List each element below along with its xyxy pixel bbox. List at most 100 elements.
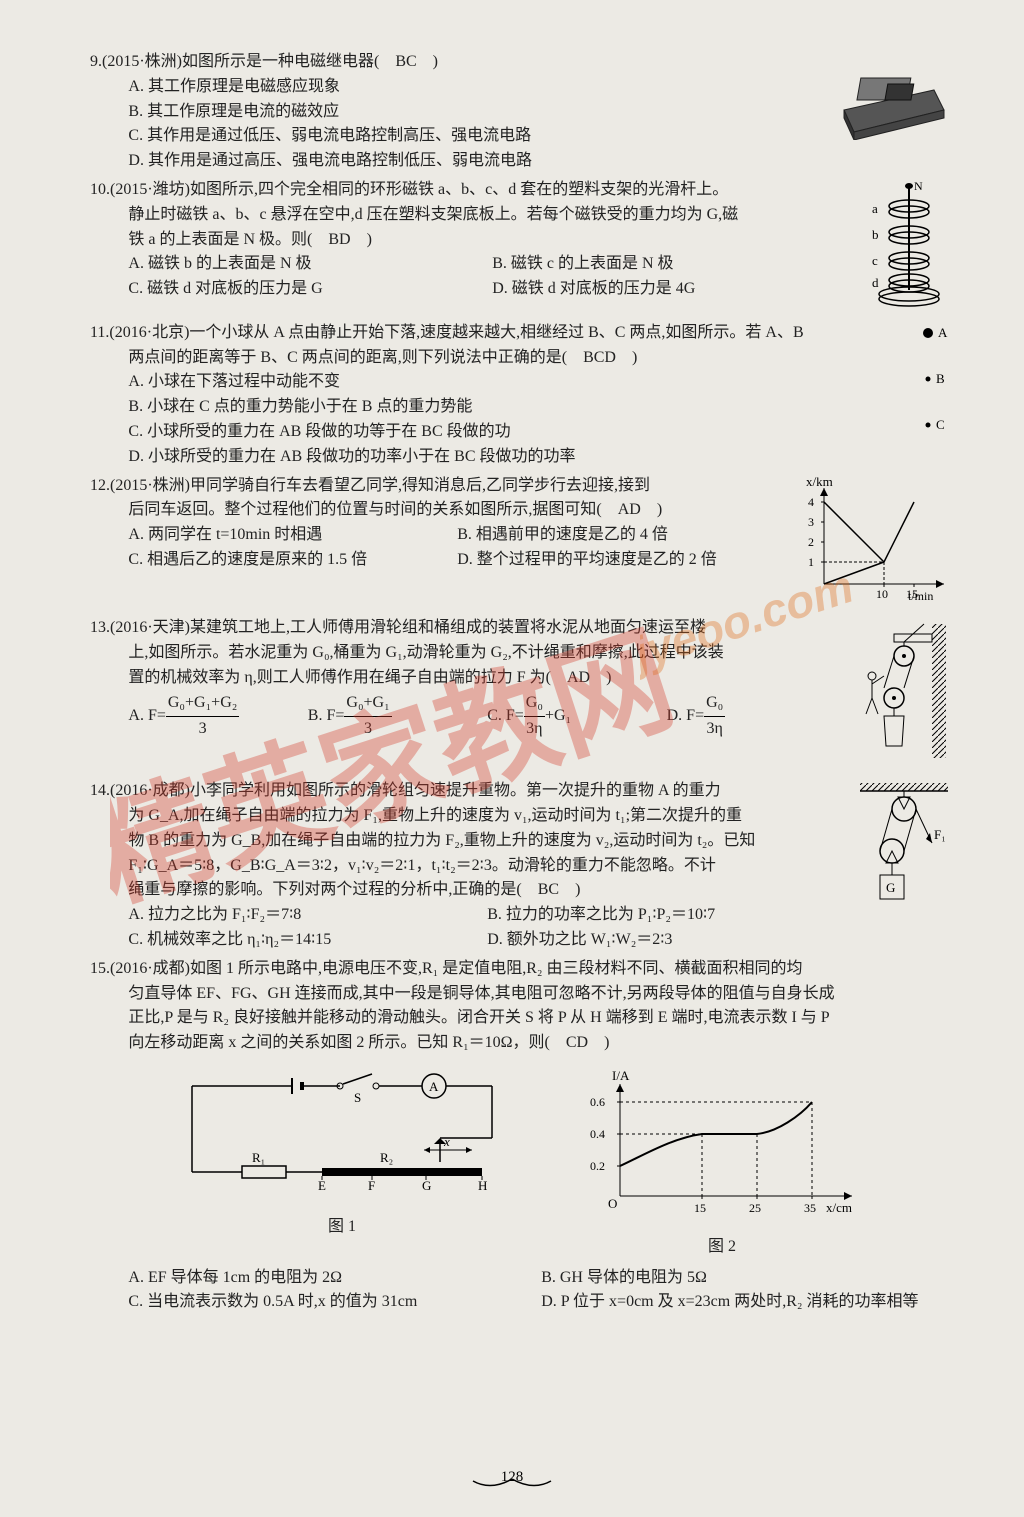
q11-stem-l1: 11.(2016·北京)一个小球从 A 点由静止开始下落,速度越来越大,相继经过… <box>90 321 906 346</box>
q12-stem-l2: 后同车返回。整个过程他们的位置与时间的关系如图所示,据图可知( AD ) <box>90 498 786 523</box>
q10-optC: C. 磁铁 d 对底板的压力是 G <box>128 277 492 302</box>
q10-figure: N a b c d <box>864 178 954 317</box>
q15-l2: 匀直导体 EF、FG、GH 连接而成,其中一段是铜导体,其电阻可忽略不计,另两段… <box>90 982 954 1007</box>
svg-text:128: 128 <box>501 1469 524 1485</box>
q13-figure <box>854 616 954 775</box>
q11-optA: A. 小球在下落过程中动能不变 <box>90 370 906 395</box>
q13-options: A. F=G₀+G₁+G₂3 B. F=G₀+G₁3 C. F=G₀3η+G₁ … <box>90 691 846 742</box>
q11-stem-l2: 两点间的距离等于 B、C 两点间的距离,则下列说法中正确的是( BCD ) <box>90 346 906 371</box>
q15-fig1-caption: 图 1 <box>172 1215 512 1240</box>
svg-text:1: 1 <box>808 555 814 569</box>
q14-l1: 14.(2016·成都)小李同学利用如图所示的滑轮组匀速提升重物。第一次提升的重… <box>90 779 846 804</box>
svg-text:25: 25 <box>749 1201 761 1215</box>
q10-stem-l2: 静止时磁铁 a、b、c 悬浮在空中,d 压在塑料支架底板上。若每个磁铁受的重力均… <box>90 203 856 228</box>
q14-l5: 绳重与摩擦的影响。下列对两个过程的分析中,正确的是( BC ) <box>90 878 846 903</box>
q13-stem-l3: 置的机械效率为 η,则工人师傅作用在绳子自由端的拉力 F 为( AD ) <box>90 666 846 691</box>
svg-text:B: B <box>936 371 945 386</box>
svg-text:35: 35 <box>804 1201 816 1215</box>
q13-stem-l1: 13.(2016·天津)某建筑工地上,工人师傅用滑轮组和桶组成的装置将水泥从地面… <box>90 616 846 641</box>
q14-l3: 物 B 的重力为 G_B,加在绳子自由端的拉力为 F₂,重物上升的速度为 v₂,… <box>90 829 846 854</box>
svg-text:H: H <box>478 1178 487 1193</box>
svg-text:x: x <box>443 1134 450 1149</box>
q12-optC: C. 相遇后乙的速度是原来的 1.5 倍 <box>128 548 457 573</box>
q15-fig2-caption: 图 2 <box>572 1235 872 1260</box>
question-10: 10.(2015·潍坊)如图所示,四个完全相同的环形磁铁 a、b、c、d 套在的… <box>90 178 954 317</box>
svg-text:G: G <box>422 1178 431 1193</box>
q11-optD: D. 小球所受的重力在 AB 段做功的功率小于在 BC 段做功的功率 <box>90 445 906 470</box>
question-14: 14.(2016·成都)小李同学利用如图所示的滑轮组匀速提升重物。第一次提升的重… <box>90 779 954 953</box>
q9-optC: C. 其作用是通过低压、弱电流电路控制高压、强电流电路 <box>90 124 816 149</box>
question-13: 13.(2016·天津)某建筑工地上,工人师傅用滑轮组和桶组成的装置将水泥从地面… <box>90 616 954 775</box>
q9-optD: D. 其作用是通过高压、强电流电路控制低压、弱电流电路 <box>90 149 816 174</box>
q10-stem-l1: 10.(2015·潍坊)如图所示,四个完全相同的环形磁铁 a、b、c、d 套在的… <box>90 178 856 203</box>
svg-text:b: b <box>872 227 879 242</box>
question-9: 9.(2015·株洲)如图所示是一种电磁继电器( BC ) A. 其工作原理是电… <box>90 50 954 174</box>
svg-text:C: C <box>936 417 945 432</box>
svg-text:0.6: 0.6 <box>590 1095 605 1109</box>
svg-text:O: O <box>608 1196 617 1211</box>
svg-text:R₂: R₂ <box>380 1150 393 1165</box>
svg-text:x/cm: x/cm <box>826 1200 852 1215</box>
q15-figure-2: I/A O x/cm 0.6 0.4 0.2 <box>572 1066 872 1260</box>
q10-optA: A. 磁铁 b 的上表面是 N 极 <box>128 252 492 277</box>
svg-text:a: a <box>872 201 878 216</box>
svg-text:0.4: 0.4 <box>590 1127 605 1141</box>
q14-l2: 为 G_A,加在绳子自由端的拉力为 F₁,重物上升的速度为 v₁,运动时间为 t… <box>90 804 846 829</box>
q13-optD: D. F=G₀3η <box>667 691 846 742</box>
q13-optB: B. F=G₀+G₁3 <box>308 691 487 742</box>
q12-optB: B. 相遇前甲的速度是乙的 4 倍 <box>457 523 786 548</box>
q9-figure <box>824 50 954 149</box>
svg-text:3: 3 <box>808 515 814 529</box>
q9-stem: 9.(2015·株洲)如图所示是一种电磁继电器( BC ) <box>90 50 816 75</box>
page-number: 128 <box>467 1463 557 1493</box>
q10-optB: B. 磁铁 c 的上表面是 N 极 <box>492 252 856 277</box>
q15-optD: D. P 位于 x=0cm 及 x=23cm 两处时,R₂ 消耗的功率相等 <box>541 1290 954 1315</box>
q12-optA: A. 两同学在 t=10min 时相遇 <box>128 523 457 548</box>
svg-text:0.2: 0.2 <box>590 1159 605 1173</box>
q12-figure: x/km t/min 4 3 2 1 <box>794 474 954 613</box>
svg-text:I/A: I/A <box>612 1068 630 1083</box>
q14-figure: F₁ G <box>854 779 954 928</box>
svg-text:G: G <box>886 880 895 895</box>
q14-optD: D. 额外功之比 W₁∶W₂＝2∶3 <box>487 928 846 953</box>
q15-optC: C. 当电流表示数为 0.5A 时,x 的值为 31cm <box>128 1290 541 1315</box>
q15-optB: B. GH 导体的电阻为 5Ω <box>541 1266 954 1291</box>
q15-l3: 正比,P 是与 R₂ 良好接触并能移动的滑动触头。闭合开关 S 将 P 从 H … <box>90 1006 954 1031</box>
svg-text:R₁: R₁ <box>252 1150 265 1165</box>
svg-text:15: 15 <box>906 587 918 601</box>
q10-stem-l3: 铁 a 的上表面是 N 极。则( BD ) <box>90 228 856 253</box>
q11-optC: C. 小球所受的重力在 AB 段做的功等于在 BC 段做的功 <box>90 420 906 445</box>
svg-text:d: d <box>872 275 879 290</box>
q15-figure-1: S A x <box>172 1066 512 1260</box>
svg-text:N: N <box>914 179 923 193</box>
svg-text:F: F <box>368 1178 375 1193</box>
q12-optD: D. 整个过程甲的平均速度是乙的 2 倍 <box>457 548 786 573</box>
q13-optC: C. F=G₀3η+G₁ <box>487 691 666 742</box>
q10-optD: D. 磁铁 d 对底板的压力是 4G <box>492 277 856 302</box>
svg-text:E: E <box>318 1178 326 1193</box>
q15-l1: 15.(2016·成都)如图 1 所示电路中,电源电压不变,R₁ 是定值电阻,R… <box>90 957 954 982</box>
q12-stem-l1: 12.(2015·株洲)甲同学骑自行车去看望乙同学,得知消息后,乙同学步行去迎接… <box>90 474 786 499</box>
q9-optA: A. 其工作原理是电磁感应现象 <box>90 75 816 100</box>
svg-text:10: 10 <box>876 587 888 601</box>
q14-optB: B. 拉力的功率之比为 P₁∶P₂＝10∶7 <box>487 903 846 928</box>
svg-text:x/km: x/km <box>806 474 833 489</box>
svg-text:c: c <box>872 253 878 268</box>
q13-optA: A. F=G₀+G₁+G₂3 <box>128 691 307 742</box>
question-12: 12.(2015·株洲)甲同学骑自行车去看望乙同学,得知消息后,乙同学步行去迎接… <box>90 474 954 613</box>
page: 精英家教网 jyeoo.com 9.(2015·株洲)如图所示是一种电磁继电器(… <box>0 0 1024 1517</box>
svg-text:A: A <box>938 325 948 340</box>
q9-optB: B. 其工作原理是电流的磁效应 <box>90 100 816 125</box>
svg-text:S: S <box>354 1090 361 1105</box>
q15-l4: 向左移动距离 x 之间的关系如图 2 所示。已知 R₁＝10Ω，则( CD ) <box>90 1031 954 1056</box>
q13-stem-l2: 上,如图所示。若水泥重为 G₀,桶重为 G₁,动滑轮重为 G₂,不计绳重和摩擦,… <box>90 641 846 666</box>
q15-optA: A. EF 导体每 1cm 的电阻为 2Ω <box>128 1266 541 1291</box>
svg-text:F₁: F₁ <box>934 827 946 842</box>
q14-optA: A. 拉力之比为 F₁∶F₂＝7∶8 <box>128 903 487 928</box>
question-11: 11.(2016·北京)一个小球从 A 点由静止开始下落,速度越来越大,相继经过… <box>90 321 954 470</box>
svg-text:A: A <box>429 1079 439 1094</box>
q11-figure: A B C <box>914 321 954 460</box>
svg-text:4: 4 <box>808 495 814 509</box>
svg-text:2: 2 <box>808 535 814 549</box>
q11-optB: B. 小球在 C 点的重力势能小于在 B 点的重力势能 <box>90 395 906 420</box>
